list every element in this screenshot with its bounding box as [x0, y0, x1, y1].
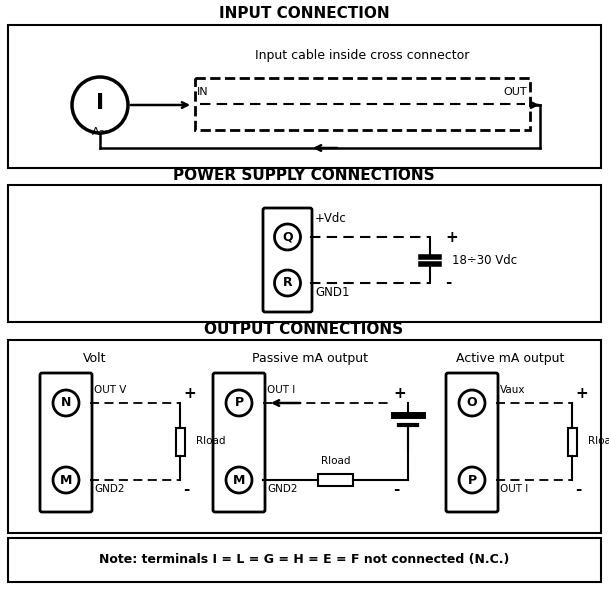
Circle shape [275, 224, 300, 250]
Text: M: M [233, 474, 245, 487]
Text: -: - [445, 275, 451, 290]
Text: Q: Q [282, 230, 293, 243]
Text: OUT I: OUT I [500, 484, 528, 494]
Text: Note: terminals I = L = G = H = E = F not connected (N.C.): Note: terminals I = L = G = H = E = F no… [99, 553, 509, 566]
Text: -: - [575, 482, 582, 497]
Bar [568, 427, 577, 456]
Text: +Vdc: +Vdc [315, 212, 347, 225]
Bar [8, 185, 601, 322]
Text: +: + [445, 230, 458, 245]
Text: +: + [575, 386, 588, 401]
Text: +: + [393, 386, 406, 401]
Text: OUT I: OUT I [267, 385, 295, 395]
Text: INPUT CONNECTION: INPUT CONNECTION [219, 5, 389, 20]
Text: OUT V: OUT V [94, 385, 127, 395]
Text: OUTPUT CONNECTIONS: OUTPUT CONNECTIONS [205, 322, 404, 337]
Circle shape [226, 467, 252, 493]
Text: A~: A~ [91, 127, 108, 137]
Text: IN: IN [197, 87, 209, 97]
FancyBboxPatch shape [263, 208, 312, 312]
FancyBboxPatch shape [446, 373, 498, 512]
Text: -: - [393, 482, 400, 497]
Text: Volt: Volt [83, 352, 107, 365]
Text: -: - [183, 482, 189, 497]
Bar [8, 25, 601, 168]
FancyBboxPatch shape [213, 373, 265, 512]
Bar [318, 474, 353, 486]
Text: Vaux: Vaux [500, 385, 526, 395]
Text: Passive mA output: Passive mA output [252, 352, 368, 365]
Circle shape [53, 467, 79, 493]
Text: Input cable inside cross connector: Input cable inside cross connector [255, 49, 469, 62]
Text: Active mA output: Active mA output [456, 352, 564, 365]
Text: +: + [183, 386, 195, 401]
Text: P: P [468, 474, 477, 487]
Text: OUT: OUT [504, 87, 527, 97]
Text: Rload: Rload [196, 437, 225, 446]
Text: GND1: GND1 [315, 286, 350, 299]
Text: I: I [96, 93, 104, 113]
Text: 18÷30 Vdc: 18÷30 Vdc [452, 253, 517, 267]
Bar [175, 427, 185, 456]
Circle shape [53, 390, 79, 416]
Circle shape [226, 390, 252, 416]
Text: M: M [60, 474, 72, 487]
FancyBboxPatch shape [40, 373, 92, 512]
Circle shape [459, 467, 485, 493]
Text: GND2: GND2 [94, 484, 124, 494]
Circle shape [72, 77, 128, 133]
Text: N: N [61, 396, 71, 409]
Bar [8, 340, 601, 533]
Text: Rload: Rload [321, 456, 350, 466]
Text: POWER SUPPLY CONNECTIONS: POWER SUPPLY CONNECTIONS [173, 168, 435, 183]
Text: P: P [234, 396, 244, 409]
Circle shape [275, 270, 300, 296]
Text: GND2: GND2 [267, 484, 298, 494]
Bar [8, 538, 601, 582]
Text: O: O [466, 396, 477, 409]
Bar [195, 78, 530, 130]
Text: Rload: Rload [588, 437, 609, 446]
Text: R: R [283, 277, 292, 290]
Circle shape [459, 390, 485, 416]
